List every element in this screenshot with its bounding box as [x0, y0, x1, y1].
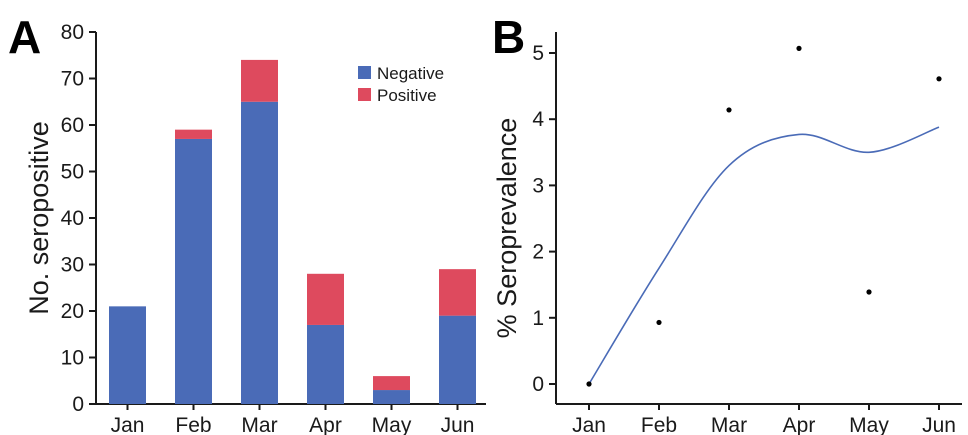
y-tick-label: 40: [61, 207, 84, 230]
y-tick-label: 3: [532, 174, 544, 197]
bar-negative-jan: [109, 306, 146, 404]
data-point-apr: [796, 45, 802, 51]
legend-swatch-negative: [358, 66, 371, 79]
x-tick-label: Mar: [711, 414, 747, 435]
data-point-jan: [586, 381, 592, 387]
x-tick-label: Mar: [241, 414, 277, 435]
y-axis-title: No. seropositive: [24, 121, 54, 315]
y-tick-label: 80: [61, 21, 84, 44]
bar-negative-may: [373, 390, 410, 404]
y-axis-title: % Seroprevalence: [492, 118, 522, 339]
y-tick-label: 2: [532, 241, 544, 264]
legend-label-negative: Negative: [377, 64, 444, 83]
x-tick-label: Jan: [111, 414, 145, 435]
data-point-jun: [936, 76, 942, 82]
bar-negative-feb: [175, 138, 212, 404]
data-point-may: [866, 289, 872, 295]
y-tick-label: 60: [61, 114, 84, 137]
bar-negative-apr: [307, 324, 344, 404]
x-tick-label: May: [849, 414, 889, 435]
panel-b-label: B: [492, 11, 525, 63]
y-tick-label: 5: [532, 42, 544, 65]
x-tick-label: Jun: [922, 414, 956, 435]
y-tick-label: 30: [61, 254, 84, 277]
x-tick-label: Jan: [572, 414, 606, 435]
x-tick-label: Jun: [441, 414, 475, 435]
smooth-trend-line: [588, 126, 940, 385]
x-tick-label: May: [372, 414, 412, 435]
bar-positive-feb: [175, 129, 212, 139]
legend-label-positive: Positive: [377, 86, 437, 105]
y-tick-label: 20: [61, 300, 84, 323]
bar-positive-mar: [241, 59, 278, 102]
y-tick-label: 0: [532, 373, 544, 396]
x-tick-label: Feb: [641, 414, 677, 435]
y-tick-label: 1: [532, 307, 544, 330]
x-tick-label: Apr: [783, 414, 816, 435]
bar-negative-jun: [439, 315, 476, 404]
panel-a-bar-chart: 0 10 20 30 40 50 60 70 80 No. seropositive Jan Feb M…: [24, 21, 486, 435]
panel-a-label: A: [8, 11, 41, 63]
y-tick-label: 0: [72, 393, 84, 416]
data-point-mar: [726, 107, 732, 113]
y-tick-label: 70: [61, 68, 84, 91]
bar-positive-may: [373, 376, 410, 391]
x-tick-label: Feb: [175, 414, 211, 435]
bar-positive-apr: [307, 273, 344, 325]
bar-negative-mar: [241, 101, 278, 404]
panel-b-scatter-chart: 0 1 2 3 4 5 % Seroprevalence Jan Feb Mar Apr May Jun: [492, 32, 962, 435]
x-tick-label: Apr: [309, 414, 342, 435]
y-tick-label: 4: [532, 108, 544, 131]
y-tick-label: 50: [61, 161, 84, 184]
data-point-feb: [656, 319, 662, 326]
bar-positive-jun: [439, 269, 476, 316]
legend-swatch-positive: [358, 88, 371, 101]
y-tick-label: 10: [61, 347, 84, 370]
